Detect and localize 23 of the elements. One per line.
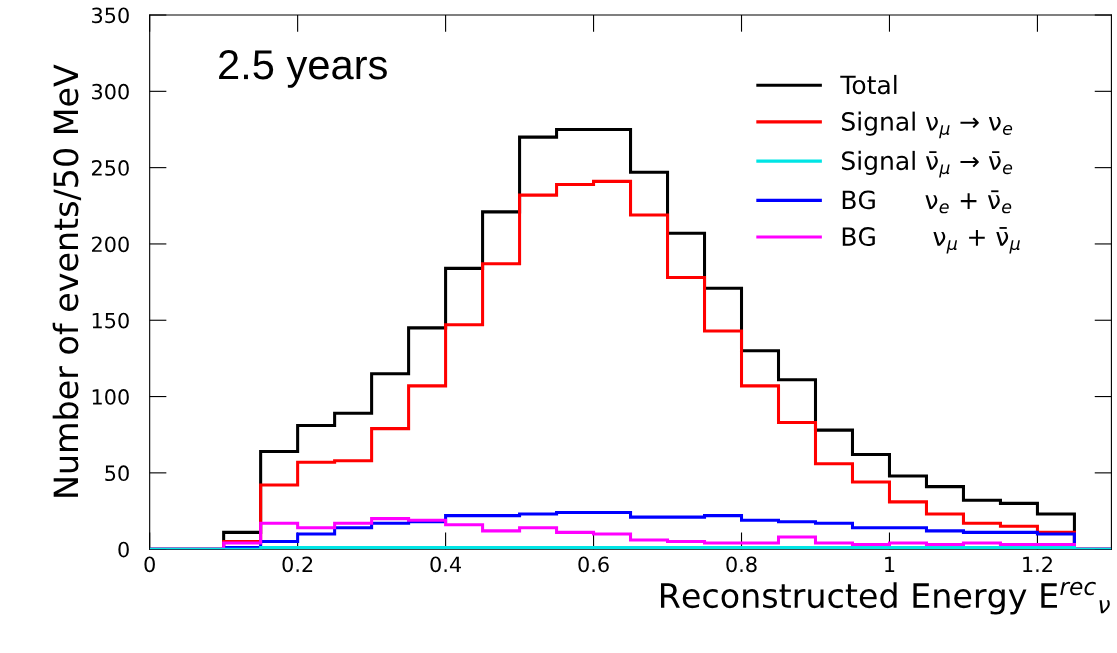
y-tick-label: 50 — [105, 465, 129, 482]
y-axis-title: Number of events/50 MeV — [52, 64, 82, 497]
x-axis-title: Reconstructed Energy E$^{rec}$$_{ν}$ — [661, 581, 1110, 615]
y-tick-label: 300 — [92, 83, 129, 100]
legend-label: Signal ν̄$_{μ}$ → ν̄$_{e}$ — [841, 150, 1013, 178]
y-tick-label: 250 — [91, 160, 129, 176]
x-tick-label: 0.2 — [282, 556, 313, 573]
x-tick-label: 1 — [885, 556, 895, 572]
x-tick-label: 0.6 — [578, 556, 609, 573]
legend-label: Total — [840, 74, 897, 95]
y-tick-label: 200 — [91, 236, 129, 253]
legend-label: BG ν$_{μ}$ + ν̄$_{μ}$ — [842, 227, 1020, 254]
y-tick-label: 150 — [92, 312, 129, 329]
x-tick-label: 0.4 — [430, 556, 461, 573]
legend-label: Signal ν$_{μ}$ → ν$_{e}$ — [841, 111, 1013, 139]
x-tick-label: 0 — [144, 556, 155, 573]
y-tick-label: 350 — [92, 7, 129, 24]
y-tick-label: 100 — [92, 389, 129, 405]
annotation: 2.5 years — [219, 50, 387, 88]
legend-label: BG ν$_{e}$ + ν̄$_{e}$ — [842, 190, 1012, 214]
y-tick-label: 0 — [118, 541, 129, 558]
x-tick-label: 1.2 — [1023, 556, 1052, 572]
x-tick-label: 0.8 — [726, 556, 757, 573]
